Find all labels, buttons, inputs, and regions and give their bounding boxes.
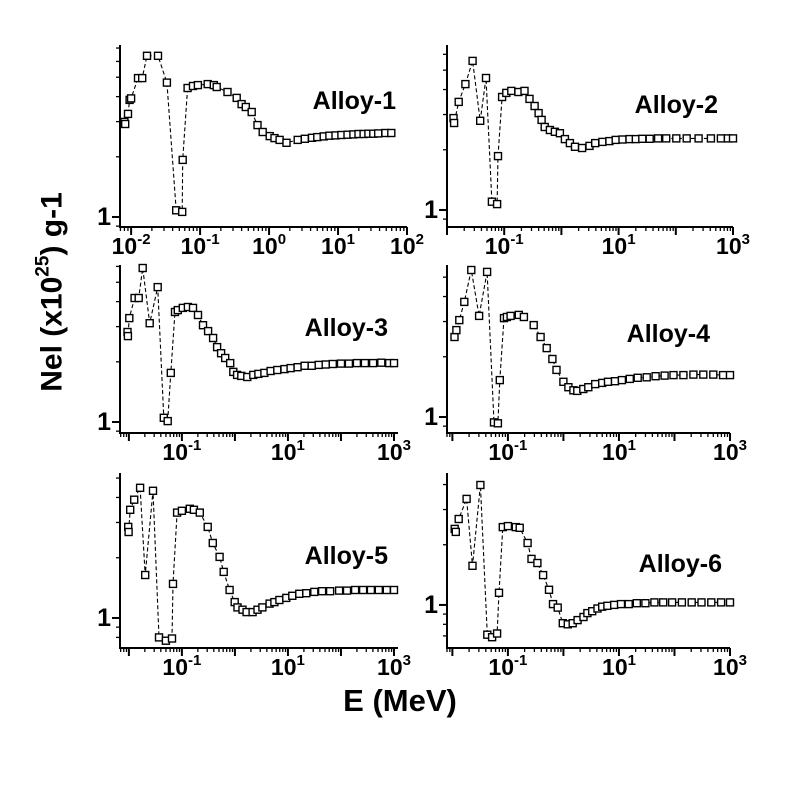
y-tick-label: 1 bbox=[424, 403, 438, 431]
y-tick-label: 1 bbox=[424, 196, 438, 224]
y-tick-label: 1 bbox=[97, 203, 111, 231]
axes-spines bbox=[119, 265, 398, 434]
x-tick-label: 10-1 bbox=[162, 652, 201, 680]
x-axis-ticks bbox=[446, 433, 731, 441]
x-tick-label: 10-2 bbox=[112, 231, 151, 259]
subplot-title: Alloy-2 bbox=[635, 91, 718, 119]
x-tick-label: 101 bbox=[271, 652, 305, 680]
axes-spines bbox=[446, 265, 730, 434]
x-tick-label: 10-1 bbox=[181, 231, 220, 259]
subplot-title: Alloy-5 bbox=[305, 542, 388, 570]
y-axis-title-suffix: ) g-1 bbox=[35, 192, 69, 256]
data-markers bbox=[450, 480, 735, 642]
data-markers bbox=[123, 263, 399, 426]
x-tick-label: 101 bbox=[602, 437, 636, 465]
subplot-title: Alloy-6 bbox=[639, 550, 722, 578]
data-markers bbox=[449, 56, 738, 209]
x-axis-ticks bbox=[446, 227, 734, 235]
y-axis-ticks bbox=[112, 265, 120, 432]
data-markers bbox=[123, 483, 399, 645]
subplot-alloy-6: 10-1 101 103 1 Alloy-6 bbox=[424, 473, 747, 680]
subplot-title: Alloy-3 bbox=[305, 314, 388, 342]
x-tick-label: 103 bbox=[713, 437, 747, 465]
x-tick-label: 10-1 bbox=[488, 437, 527, 465]
axes-spines bbox=[119, 473, 398, 649]
y-axis-ticks bbox=[439, 53, 447, 220]
data-markers bbox=[120, 51, 396, 217]
x-axis-ticks bbox=[119, 227, 408, 235]
x-axis-ticks bbox=[120, 648, 395, 656]
x-axis-title: E (MeV) bbox=[343, 683, 457, 718]
subplot-title: Alloy-1 bbox=[313, 87, 396, 115]
x-tick-label: 101 bbox=[602, 231, 636, 259]
y-axis-ticks bbox=[439, 276, 447, 427]
x-tick-label: 10-1 bbox=[162, 437, 201, 465]
x-tick-label: 10-1 bbox=[488, 652, 527, 680]
x-tick-label: 103 bbox=[716, 231, 750, 259]
y-tick-label: 1 bbox=[97, 604, 111, 632]
subplot-alloy-1: 10-2 10-1 100 101 102 1 Alloy-1 bbox=[97, 45, 424, 259]
subplot-alloy-4: 10-1 101 103 1 Alloy-4 bbox=[424, 265, 747, 465]
y-tick-label: 1 bbox=[97, 408, 111, 436]
data-markers bbox=[450, 265, 735, 428]
x-tick-label: 102 bbox=[390, 231, 424, 259]
x-tick-label: 100 bbox=[252, 231, 286, 259]
y-axis-title: Nel (x1025) g-1 bbox=[32, 192, 70, 392]
subplot-title: Alloy-4 bbox=[627, 320, 710, 348]
data-line bbox=[126, 267, 394, 423]
y-axis-title-superscript: 25 bbox=[32, 255, 54, 277]
x-tick-label: 101 bbox=[271, 437, 305, 465]
data-line bbox=[452, 60, 733, 205]
x-tick-label: 101 bbox=[602, 652, 636, 680]
y-axis-ticks bbox=[112, 477, 120, 639]
subplot-alloy-3: 10-1 101 103 1 Alloy-3 bbox=[97, 263, 411, 465]
x-tick-label: 103 bbox=[377, 437, 411, 465]
y-axis-ticks bbox=[439, 483, 447, 637]
subplot-alloy-5: 10-1 101 103 1 Alloy-5 bbox=[97, 473, 411, 680]
x-axis-ticks bbox=[120, 433, 395, 441]
y-axis-ticks bbox=[112, 47, 120, 227]
x-tick-label: 101 bbox=[321, 231, 355, 259]
y-axis-title-text: Nel (x10 bbox=[35, 276, 69, 392]
y-tick-label: 1 bbox=[424, 591, 438, 619]
x-tick-label: 103 bbox=[377, 652, 411, 680]
x-axis-ticks bbox=[446, 648, 731, 656]
x-tick-label: 10-1 bbox=[485, 231, 524, 259]
subplot-alloy-2: 10-1 101 103 1 Alloy-2 bbox=[424, 45, 750, 259]
x-tick-label: 103 bbox=[713, 652, 747, 680]
